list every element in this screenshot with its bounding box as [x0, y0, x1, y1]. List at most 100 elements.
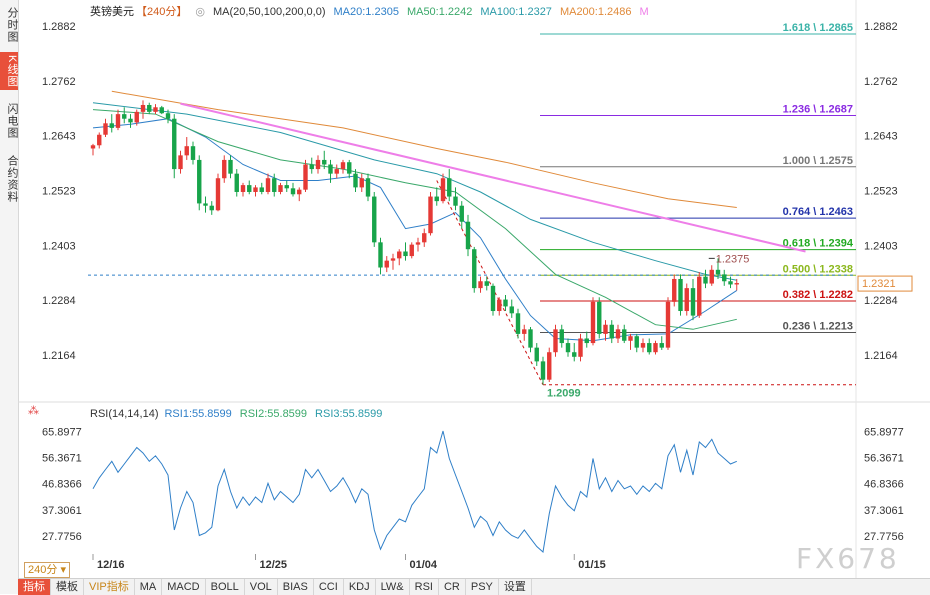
candle-body	[240, 185, 246, 192]
rsi-tick-right: 65.8977	[864, 426, 904, 438]
candle-body	[272, 178, 277, 192]
price-tick-right: 1.2284	[864, 295, 898, 307]
candle-body	[559, 329, 564, 344]
fib-level-label: 0.236 \ 1.2213	[783, 321, 853, 333]
indicator-tabs: 指标 模板 VIP指标 MA MACD BOLL VOL BIAS CCI KD…	[18, 578, 930, 595]
tab-bias[interactable]: BIAS	[278, 579, 314, 595]
ma20-value: MA20:1.2305	[333, 6, 399, 18]
tab-cr[interactable]: CR	[439, 579, 466, 595]
candle-body	[472, 249, 477, 289]
fib-level-label: 0.500 \ 1.2338	[783, 263, 853, 275]
tab-lw[interactable]: LW&	[376, 579, 410, 595]
rsi-tick-right: 37.3061	[864, 505, 904, 517]
price-tick-left: 1.2762	[42, 76, 76, 88]
candle-body	[447, 178, 452, 197]
candle-body	[484, 281, 489, 286]
candle-body	[490, 285, 496, 312]
candle-body	[515, 313, 521, 334]
candle-body	[253, 187, 258, 192]
tab-contract-info[interactable]: 合约资料	[6, 155, 18, 203]
price-tick-right: 1.2523	[864, 186, 898, 198]
tab-ma[interactable]: MA	[135, 579, 163, 595]
settings-icon[interactable]: ◎	[195, 6, 205, 18]
candle-body	[684, 288, 689, 312]
fib-level-label: 1.236 \ 1.2687	[783, 104, 853, 116]
candle-body	[122, 114, 127, 119]
candle-body	[378, 242, 383, 268]
date-label: 01/04	[410, 559, 438, 571]
candle-body	[528, 329, 533, 348]
low-annotation: 1.2099	[547, 388, 581, 400]
price-tick-right: 1.2762	[864, 76, 898, 88]
candle-body	[247, 185, 252, 192]
candle-body	[509, 306, 514, 314]
candle-body	[428, 196, 433, 234]
tab-macd[interactable]: MACD	[162, 579, 206, 595]
candle-body	[547, 352, 552, 380]
candle-body	[647, 343, 652, 353]
tab-lightning[interactable]: 闪电图	[6, 103, 18, 139]
price-tick-left: 1.2523	[42, 186, 76, 198]
fib-level-label: 1.618 \ 1.2865	[783, 22, 853, 34]
candle-body	[334, 169, 339, 174]
ma-line-ma200	[111, 90, 737, 208]
ma-spec-label[interactable]: MA(20,50,100,200,0,0)	[212, 6, 326, 18]
tab-vol[interactable]: VOL	[245, 579, 278, 595]
side-toolbar: 分时图 K线图 闪电图 合约资料	[0, 0, 19, 594]
candle-body	[415, 242, 421, 245]
tab-indicators[interactable]: 指标	[18, 579, 51, 595]
tab-kdj[interactable]: KDJ	[344, 579, 376, 595]
candle-body	[590, 301, 596, 344]
zigzag-line	[436, 180, 544, 385]
date-label: 12/25	[260, 559, 288, 571]
symbol-label: 英镑美元	[90, 6, 134, 18]
candle-body	[328, 164, 333, 174]
candle-body	[109, 123, 114, 128]
candle-body	[465, 221, 471, 250]
period-label: 【240分】	[136, 6, 188, 18]
price-legend: 英镑美元 【240分】 ◎ MA(20,50,100,200,0,0) MA20:1.2…	[90, 3, 657, 19]
tab-templates[interactable]: 模板	[51, 579, 84, 595]
candle-body	[190, 146, 196, 160]
date-label: 12/16	[97, 559, 125, 571]
rsi-gear-icon: ⁂	[28, 405, 39, 417]
tab-timeshare[interactable]: 分时图	[6, 7, 18, 43]
fib-level-label: 1.000 \ 1.2575	[783, 155, 853, 167]
rsi-tick-left: 27.7756	[42, 531, 82, 543]
candle-body	[322, 159, 327, 165]
rsi-spec-label[interactable]: RSI(14,14,14)	[90, 408, 159, 420]
candle-body	[728, 281, 733, 285]
candle-body	[309, 164, 314, 170]
price-tick-left: 1.2643	[42, 131, 76, 143]
current-price-value: 1.2321	[862, 278, 896, 290]
period-selector[interactable]: 240分 ▾	[24, 562, 70, 578]
chart-area: ⁂ 1.2882 1.2882 1.2762 1.2762 1.2643 1.2643 1.2…	[18, 0, 930, 578]
tab-psy[interactable]: PSY	[466, 579, 499, 595]
tab-boll[interactable]: BOLL	[206, 579, 245, 595]
candle-body	[665, 301, 671, 348]
rsi-tick-left: 46.8366	[42, 479, 82, 491]
candle-body	[678, 278, 683, 312]
candle-body	[134, 111, 139, 123]
candle-body	[478, 281, 483, 289]
price-tick-left: 1.2403	[42, 241, 76, 253]
candle-body	[734, 283, 739, 285]
rsi1-value: RSI1:55.8599	[164, 408, 232, 420]
candle-body	[234, 173, 239, 192]
candle-body	[90, 145, 96, 149]
tab-cci[interactable]: CCI	[314, 579, 344, 595]
candle-body	[297, 189, 302, 195]
tab-kline[interactable]: K线图	[0, 52, 18, 91]
rsi-line	[92, 430, 737, 553]
tab-vip-indicators[interactable]: VIP指标	[84, 579, 135, 595]
candle-body	[128, 118, 133, 123]
candle-body	[347, 162, 352, 174]
candle-body	[697, 276, 702, 316]
candle-body	[640, 343, 646, 348]
candle-body	[409, 244, 414, 257]
candle-body	[634, 336, 639, 348]
tab-rsi[interactable]: RSI	[410, 579, 439, 595]
rsi-tick-right: 27.7756	[864, 531, 904, 543]
tab-settings[interactable]: 设置	[499, 579, 532, 595]
candle-body	[153, 107, 158, 112]
